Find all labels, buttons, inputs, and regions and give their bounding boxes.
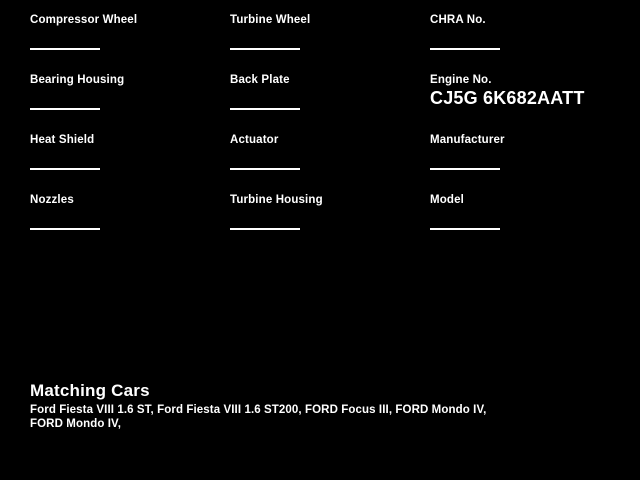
spec-field-back-plate: Back Plate [230, 74, 430, 134]
spec-underline [30, 48, 100, 50]
spec-value-engine-no: CJ5G 6K682AATT [430, 88, 585, 108]
spec-label: Back Plate [230, 74, 290, 86]
spec-underline [430, 168, 500, 170]
spec-underline [30, 228, 100, 230]
spec-underline [430, 48, 500, 50]
spec-field-nozzles: Nozzles [30, 194, 230, 254]
spec-label: Nozzles [30, 194, 74, 206]
spec-field-bearing-housing: Bearing Housing [30, 74, 230, 134]
spec-underline [230, 168, 300, 170]
spec-underline [230, 108, 300, 110]
spec-field-chra-no: CHRA No. [430, 14, 620, 74]
spec-field-turbine-housing: Turbine Housing [230, 194, 430, 254]
spec-label: Turbine Housing [230, 194, 323, 206]
spec-field-heat-shield: Heat Shield [30, 134, 230, 194]
spec-label: Heat Shield [30, 134, 95, 146]
matching-cars-section: Matching Cars Ford Fiesta VIII 1.6 ST, F… [30, 381, 610, 431]
spec-label: Actuator [230, 134, 279, 146]
spec-field-model: Model [430, 194, 620, 254]
spec-grid: Compressor Wheel Turbine Wheel CHRA No. … [30, 14, 620, 254]
matching-cars-title: Matching Cars [30, 381, 150, 400]
spec-underline [230, 48, 300, 50]
spec-label: Manufacturer [430, 134, 505, 146]
spec-field-turbine-wheel: Turbine Wheel [230, 14, 430, 74]
spec-label: Compressor Wheel [30, 14, 138, 26]
spec-label: Turbine Wheel [230, 14, 311, 26]
spec-underline [30, 108, 100, 110]
spec-underline [230, 228, 300, 230]
spec-field-engine-no: Engine No. CJ5G 6K682AATT [430, 74, 620, 134]
spec-label: Model [430, 194, 464, 206]
spec-field-actuator: Actuator [230, 134, 430, 194]
spec-field-manufacturer: Manufacturer [430, 134, 620, 194]
spec-field-compressor-wheel: Compressor Wheel [30, 14, 230, 74]
spec-label: Engine No. [430, 74, 492, 86]
spec-underline [30, 168, 100, 170]
spec-underline [430, 228, 500, 230]
matching-cars-list: Ford Fiesta VIII 1.6 ST, Ford Fiesta VII… [30, 404, 487, 430]
spec-label: CHRA No. [430, 14, 486, 26]
spec-label: Bearing Housing [30, 74, 125, 86]
